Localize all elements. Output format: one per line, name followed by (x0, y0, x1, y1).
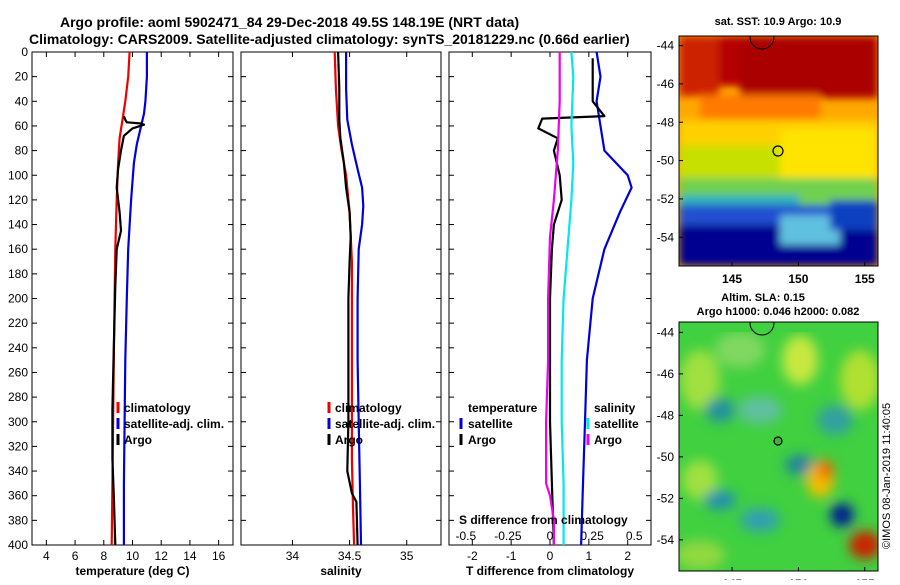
x-tick-label: -2 (467, 549, 478, 563)
map-x-tick-label: 145 (722, 272, 742, 286)
map-y-tick-label: -52 (657, 192, 675, 206)
legend-header-temperature: temperature (468, 401, 538, 415)
legend-climatology: climatology (124, 401, 191, 415)
y-tick-label: 400 (8, 538, 28, 552)
y-tick-label: 280 (8, 390, 28, 404)
legend-climatology: climatology (335, 401, 402, 415)
sla-map: Altim. SLA: 0.15 Argo h1000: 0.046 h2000… (657, 292, 879, 585)
legend-temp-satellite: satellite (468, 417, 513, 431)
sst-map: sat. SST: 10.9 Argo: 10.9 145 (657, 16, 879, 286)
y-tick-label: 80 (15, 144, 29, 158)
difference-panel: -2 -1 0 1 2T difference from climatology -0.5… (448, 51, 652, 578)
y-tick-label: 340 (8, 464, 28, 478)
argo-position-marker (773, 436, 783, 446)
x-tick-label: 1 (586, 549, 593, 563)
x-tick-label: 16 (212, 549, 226, 563)
salinity-legend: climatology satellite-adj. clim. Argo (327, 401, 435, 447)
top-tick-label: -0.5 (455, 529, 476, 543)
legend-argo: Argo (335, 433, 363, 447)
legend-temp-argo: Argo (468, 433, 496, 447)
sst-map-title: sat. SST: 10.9 Argo: 10.9 (715, 16, 842, 28)
sla-map-title2: Argo h1000: 0.046 h2000: 0.082 (697, 306, 860, 318)
top-tick-label: 0 (547, 529, 554, 543)
map-y-tick-label: -50 (657, 450, 675, 464)
top-tick-label: -0.25 (494, 529, 522, 543)
y-tick-label: 140 (8, 218, 28, 232)
y-tick-label: 60 (15, 119, 29, 133)
series-salinity-satellite (560, 51, 575, 545)
x-tick-label: 34 (286, 549, 300, 563)
x-tick-label: 0 (547, 549, 554, 563)
x-tick-label: 34.5 (338, 549, 362, 563)
plot-frame (240, 51, 442, 546)
y-tick-label: 360 (8, 489, 28, 503)
series-temperature-argo (537, 58, 606, 546)
y-tick-label: 240 (8, 341, 28, 355)
map-y-tick-label: -46 (657, 367, 675, 381)
map-y-tick-label: -54 (657, 230, 675, 244)
y-tick-label: 220 (8, 316, 28, 330)
map-y-tick-label: -46 (657, 77, 675, 91)
y-tick-label: 300 (8, 415, 28, 429)
watermark: ©IMOS 08-Jan-2019 11:40:05 (881, 403, 893, 549)
figure-title-line2: Climatology: CARS2009. Satellite-adjuste… (29, 31, 630, 47)
x-tick-label: 8 (100, 549, 107, 563)
y-tick-label: 200 (8, 292, 28, 306)
x-axis-label: temperature (deg C) (75, 564, 189, 578)
y-tick-label: 260 (8, 365, 28, 379)
y-tick-label: 160 (8, 242, 28, 256)
map-y-tick-label: -50 (657, 154, 675, 168)
map-y-tick-label: -54 (657, 533, 675, 547)
x-tick-label: 2 (624, 549, 631, 563)
legend-header-salinity: salinity (594, 401, 636, 415)
sla-map-title1: Altim. SLA: 0.15 (721, 292, 805, 304)
y-tick-label: 180 (8, 267, 28, 281)
series-satellite-adj-clim- (345, 52, 365, 546)
series-argo (337, 51, 359, 546)
map-y-tick-label: -48 (657, 408, 675, 422)
y-tick-label: 320 (8, 439, 28, 453)
y-tick-label: 40 (15, 94, 29, 108)
x-tick-label: 6 (72, 549, 79, 563)
x-tick-label: -1 (506, 549, 517, 563)
temperature-panel: 0 20 40 60 80 100 120 140 160 180 200 220 240 260 280 3… (8, 45, 234, 578)
x-tick-label: 4 (43, 549, 50, 563)
map-y-tick-label: -52 (657, 491, 675, 505)
series-argo (111, 115, 146, 546)
map-y-tick-label: -48 (657, 115, 675, 129)
x-tick-label: 14 (183, 549, 197, 563)
difference-legend: temperature satellite Argo salinity sate… (459, 401, 639, 447)
map-y-tick-label: -44 (657, 325, 675, 339)
x-axis-label: salinity (320, 564, 362, 578)
x-tick-label: 10 (126, 549, 140, 563)
top-tick-label: 0.5 (626, 529, 643, 543)
x-tick-label: 35 (400, 549, 414, 563)
series-satellite-adj-clim- (122, 52, 148, 545)
temperature-legend: climatology satellite-adj. clim. Argo (116, 401, 224, 447)
top-axis-label: S difference from climatology (459, 513, 628, 527)
x-tick-label: 12 (155, 549, 169, 563)
y-tick-label: 0 (21, 45, 28, 59)
figure-title-line1: Argo profile: aoml 5902471_84 29-Dec-201… (60, 14, 519, 30)
map-x-tick-label: 150 (788, 272, 808, 286)
y-tick-label: 100 (8, 168, 28, 182)
y-tick-label: 20 (15, 70, 29, 84)
legend-satellite-adj: satellite-adj. clim. (124, 417, 224, 431)
map-y-tick-label: -44 (657, 39, 675, 53)
legend-satellite-adj: satellite-adj. clim. (335, 417, 435, 431)
legend-sal-satellite: satellite (594, 417, 639, 431)
salinity-panel: 34 34.5 35 salinity (240, 51, 442, 578)
argo-position-marker (772, 145, 784, 157)
top-tick-label: 0.25 (580, 529, 604, 543)
x-axis-label: T difference from climatology (466, 564, 634, 578)
plot-frame (31, 51, 234, 546)
legend-argo: Argo (124, 433, 152, 447)
y-tick-label: 380 (8, 513, 28, 527)
y-tick-label: 120 (8, 193, 28, 207)
series-salinity-argo (544, 52, 561, 545)
legend-sal-argo: Argo (594, 433, 622, 447)
map-x-tick-label: 155 (855, 272, 875, 286)
